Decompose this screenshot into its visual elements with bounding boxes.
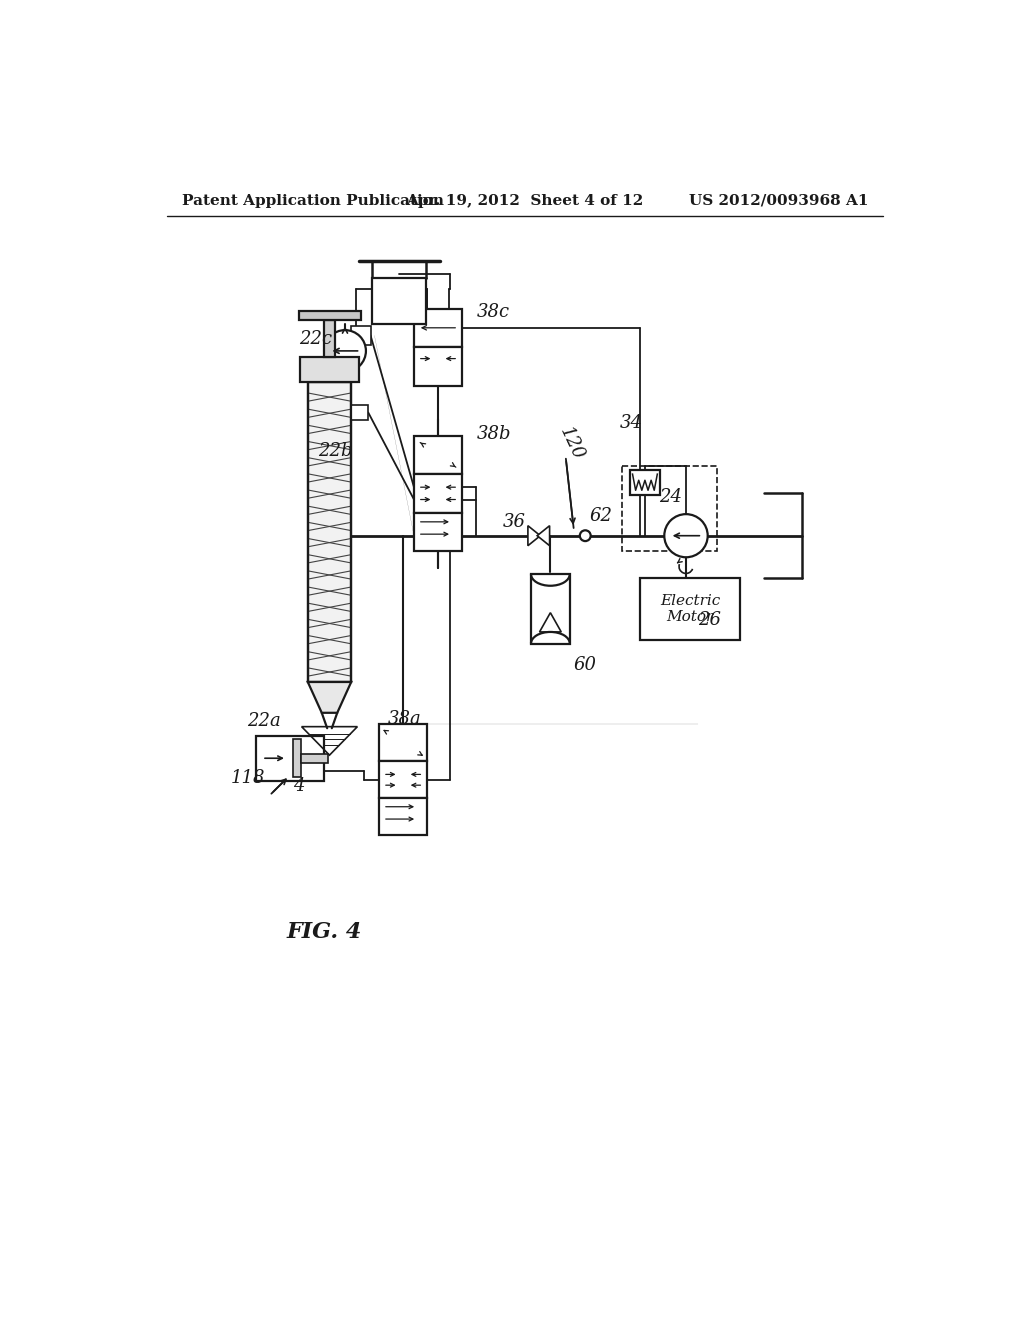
Text: US 2012/0093968 A1: US 2012/0093968 A1 xyxy=(688,194,868,207)
Bar xyxy=(414,474,462,512)
Polygon shape xyxy=(528,525,541,545)
Bar xyxy=(256,737,324,780)
Bar xyxy=(379,725,427,762)
Text: Electric
Motor: Electric Motor xyxy=(659,594,720,624)
Text: 26: 26 xyxy=(697,611,721,630)
Text: 60: 60 xyxy=(573,656,597,675)
Bar xyxy=(308,381,351,682)
Bar xyxy=(414,347,462,385)
Bar xyxy=(301,754,328,763)
Bar xyxy=(293,739,301,777)
Bar xyxy=(414,436,462,474)
Text: 36: 36 xyxy=(503,513,525,531)
Text: 38b: 38b xyxy=(477,425,511,444)
Circle shape xyxy=(665,515,708,557)
Text: 120: 120 xyxy=(556,424,587,463)
Bar xyxy=(414,309,462,347)
Bar xyxy=(640,578,740,640)
Circle shape xyxy=(324,330,366,372)
Bar xyxy=(414,512,462,552)
Text: 34: 34 xyxy=(621,414,643,432)
Text: 22a: 22a xyxy=(247,711,281,730)
Text: 62: 62 xyxy=(589,507,612,525)
Text: 4: 4 xyxy=(293,777,304,795)
Bar xyxy=(379,799,427,836)
Text: 118: 118 xyxy=(230,770,265,787)
Bar xyxy=(299,312,360,321)
Text: Patent Application Publication: Patent Application Publication xyxy=(182,194,444,207)
Bar xyxy=(372,277,426,323)
Bar xyxy=(531,574,569,644)
Bar xyxy=(351,326,371,345)
Bar xyxy=(630,470,659,495)
Polygon shape xyxy=(308,682,351,713)
Text: 22c: 22c xyxy=(299,330,332,348)
Bar xyxy=(300,358,359,381)
Circle shape xyxy=(580,531,591,541)
Text: 22b: 22b xyxy=(318,442,353,459)
Bar xyxy=(308,381,351,682)
Text: 38a: 38a xyxy=(388,710,421,727)
Polygon shape xyxy=(538,525,550,545)
Bar xyxy=(379,762,427,799)
Text: Apr. 19, 2012  Sheet 4 of 12: Apr. 19, 2012 Sheet 4 of 12 xyxy=(407,194,643,207)
Text: 38c: 38c xyxy=(477,304,510,321)
Bar xyxy=(324,321,335,358)
Bar xyxy=(623,466,717,552)
Bar xyxy=(351,405,369,420)
Text: 24: 24 xyxy=(659,488,682,506)
Text: FIG. 4: FIG. 4 xyxy=(287,921,362,944)
